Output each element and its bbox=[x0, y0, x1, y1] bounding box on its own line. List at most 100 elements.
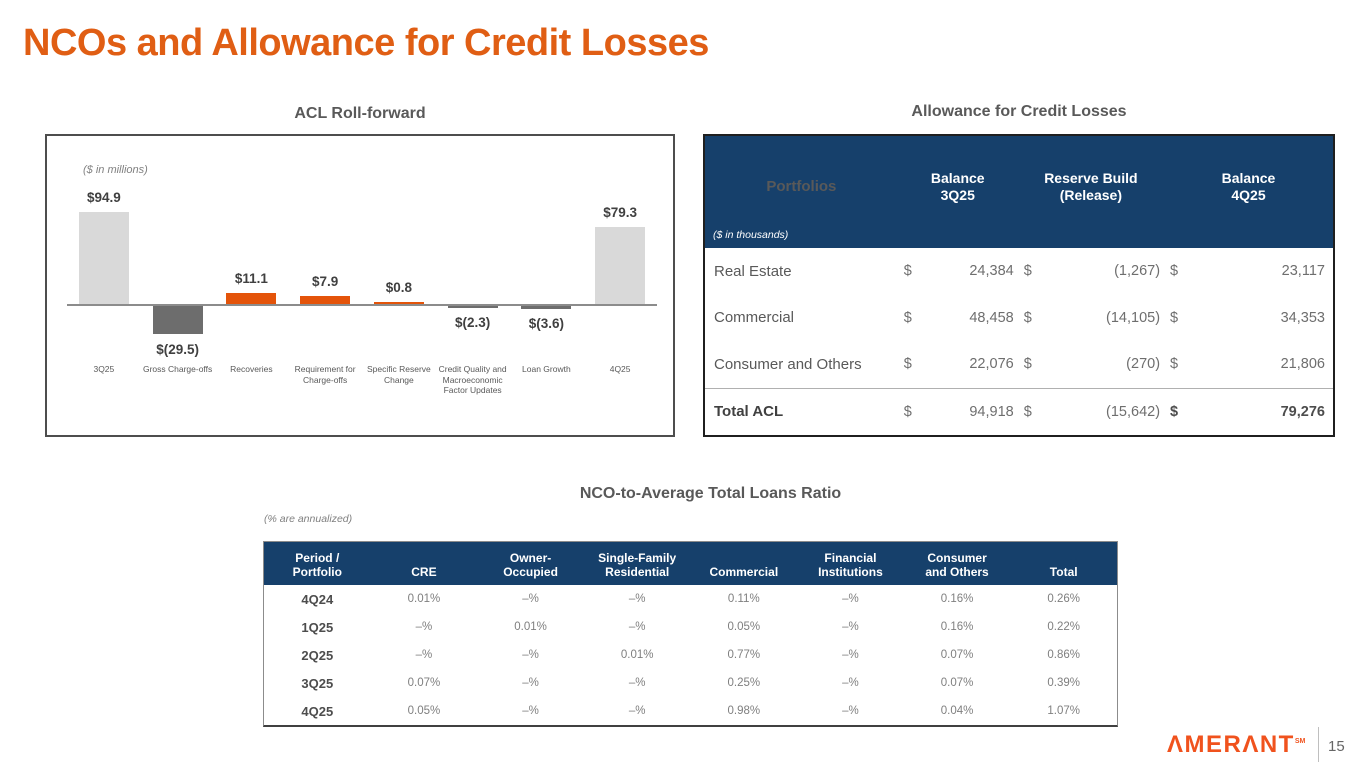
acl-cell-balance-3q25: $24,384 bbox=[898, 263, 1018, 279]
cell-value: 21,806 bbox=[1280, 356, 1325, 373]
currency-symbol: $ bbox=[1170, 356, 1179, 373]
bar-category-label: Credit Quality and Macroeconomic Factor … bbox=[438, 364, 507, 396]
acl-cell-balance-4q25: $34,353 bbox=[1164, 310, 1333, 326]
currency-symbol: $ bbox=[1023, 356, 1032, 373]
acl-cell-reserve-build: $ (15,642) bbox=[1018, 404, 1164, 420]
currency-symbol: $ bbox=[1170, 263, 1179, 280]
cell-value: 24,384 bbox=[969, 263, 1014, 280]
bar-value-label: $0.8 bbox=[385, 280, 413, 295]
bar-category-label: Gross Charge-offs bbox=[142, 364, 213, 374]
nco-cell-value: –% bbox=[415, 649, 433, 661]
acl-row-label: Consumer and Others bbox=[714, 355, 862, 373]
nco-cell-value: –% bbox=[628, 621, 646, 633]
cell-value: 22,076 bbox=[969, 356, 1014, 373]
nco-cell-value: 0.26% bbox=[1047, 593, 1080, 605]
cell-value: (1,267) bbox=[1114, 263, 1161, 280]
cell-value: 34,353 bbox=[1280, 309, 1325, 326]
currency-symbol: $ bbox=[903, 403, 912, 420]
currency-symbol: $ bbox=[1023, 403, 1032, 420]
acl-col-reserve-build: Reserve Build (Release) bbox=[1044, 170, 1138, 203]
nco-table: Period / Portfolio CRE Owner- Occupied Sing… bbox=[263, 541, 1118, 727]
nco-cell-value: 0.07% bbox=[407, 677, 441, 689]
nco-table-row: 2Q25 –% –% 0.01% 0.77% –% 0.07% 0.86% bbox=[264, 641, 1117, 669]
page-number: 15 bbox=[1328, 738, 1345, 755]
nco-cell-value: 0.25% bbox=[727, 677, 761, 689]
nco-table-body: 4Q24 0.01% –% –% 0.11% –% 0.16% 0.26% 1Q25 –% 0.01… bbox=[264, 585, 1117, 725]
cell-value: 48,458 bbox=[969, 309, 1014, 326]
nco-cell-value: –% bbox=[522, 649, 539, 661]
nco-col-6: Consumer and Others bbox=[925, 551, 989, 580]
acl-col-balance-3q25: Balance 3Q25 bbox=[930, 170, 985, 203]
acl-cell-balance-4q25: $23,117 bbox=[1164, 263, 1333, 279]
nco-col-0: Period / Portfolio bbox=[292, 551, 342, 580]
cell-value: (15,642) bbox=[1106, 403, 1161, 420]
currency-symbol: $ bbox=[1170, 403, 1179, 420]
waterfall-bar-specific-reserve-change bbox=[373, 302, 424, 304]
bar-value-label: $(3.6) bbox=[528, 316, 565, 332]
acl-col-balance-4q25: Balance 4Q25 bbox=[1221, 170, 1276, 203]
acl-rollforward-chart-title: ACL Roll-forward bbox=[294, 105, 426, 122]
acl-cell-reserve-build: $ (270) bbox=[1018, 356, 1164, 372]
bar-category-label: 3Q25 bbox=[93, 364, 115, 374]
acl-units-note: ($ in thousands) bbox=[713, 229, 789, 241]
page-title: NCOs and Allowance for Credit Losses bbox=[23, 22, 709, 64]
nco-cell-value: 0.01% bbox=[407, 593, 441, 605]
nco-cell-value: 0.01% bbox=[514, 621, 547, 633]
nco-cell-value: 0.39% bbox=[1047, 677, 1080, 689]
waterfall-bar-4q25 bbox=[595, 227, 646, 304]
waterfall-bar-credit-quality-and-macroeconomic-factor-updates bbox=[447, 305, 498, 308]
currency-symbol: $ bbox=[1170, 309, 1179, 326]
amerant-logo: ΛMERΛNTSM bbox=[1167, 731, 1305, 759]
waterfall-bar-gross-charge-offs bbox=[152, 305, 203, 335]
nco-col-1: CRE bbox=[411, 565, 437, 580]
nco-col-3: Single-Family Residential bbox=[598, 551, 677, 580]
cell-value: (270) bbox=[1126, 356, 1161, 373]
nco-cell-value: 0.04% bbox=[940, 705, 974, 717]
nco-col-7: Total bbox=[1049, 565, 1078, 580]
nco-cell-value: –% bbox=[628, 705, 646, 717]
bar-value-label: $79.3 bbox=[603, 205, 638, 221]
acl-col-portfolios: Portfolios bbox=[766, 178, 837, 195]
nco-cell-value: 0.05% bbox=[727, 621, 761, 633]
nco-table-row: 3Q25 0.07% –% –% 0.25% –% 0.07% 0.39% bbox=[264, 669, 1117, 697]
bar-value-label: $(2.3) bbox=[454, 315, 491, 331]
nco-cell-value: –% bbox=[628, 677, 646, 689]
nco-cell-value: 0.05% bbox=[407, 705, 441, 717]
nco-cell-value: 0.11% bbox=[727, 593, 760, 605]
acl-table: Portfolios Balance 3Q25 Reserve Build (R… bbox=[703, 134, 1335, 437]
bar-category-label: Requirement for Charge-offs bbox=[294, 364, 356, 385]
nco-cell-value: –% bbox=[842, 649, 859, 661]
chart-units-note: ($ in millions) bbox=[83, 164, 148, 176]
amerant-logo-trademark: SM bbox=[1294, 738, 1306, 745]
nco-cell-value: –% bbox=[842, 705, 859, 717]
nco-cell-value: 0.07% bbox=[940, 649, 974, 661]
nco-annualized-note: (% are annualized) bbox=[264, 513, 353, 525]
nco-cell-value: –% bbox=[842, 677, 859, 689]
currency-symbol: $ bbox=[1023, 309, 1032, 326]
acl-table-title: Allowance for Credit Losses bbox=[911, 103, 1127, 120]
cell-value: 23,117 bbox=[1281, 263, 1325, 280]
nco-period-label: 3Q25 bbox=[301, 675, 334, 691]
bar-value-label: $7.9 bbox=[311, 274, 339, 290]
acl-cell-balance-3q25: $48,458 bbox=[898, 310, 1018, 326]
bar-value-label: $(29.5) bbox=[156, 341, 200, 357]
nco-cell-value: –% bbox=[415, 621, 433, 633]
acl-table-row: Total ACL $94,918 $ (15,642) $79,276 bbox=[705, 387, 1333, 436]
acl-cell-balance-3q25: $94,918 bbox=[898, 404, 1018, 420]
waterfall-bar-recoveries bbox=[226, 293, 277, 304]
nco-cell-value: 0.16% bbox=[940, 621, 974, 633]
nco-cell-value: –% bbox=[842, 621, 859, 633]
nco-cell-value: –% bbox=[522, 677, 539, 689]
bar-category-label: Specific Reserve Change bbox=[366, 364, 431, 385]
acl-table-row: Real Estate $24,384 $ (1,267) $23,117 bbox=[705, 248, 1333, 295]
waterfall-bar-requirement-for-charge-offs bbox=[300, 296, 351, 304]
acl-row-label: Real Estate bbox=[714, 262, 792, 280]
nco-table-row: 1Q25 –% 0.01% –% 0.05% –% 0.16% 0.22% bbox=[264, 613, 1117, 641]
acl-table-header: Portfolios Balance 3Q25 Reserve Build (R… bbox=[705, 136, 1333, 248]
bar-category-label: Recoveries bbox=[230, 364, 273, 374]
acl-row-label: Total ACL bbox=[714, 403, 784, 421]
nco-cell-value: 0.98% bbox=[727, 705, 761, 717]
bar-category-label: Loan Growth bbox=[522, 364, 571, 374]
bar-category-label: 4Q25 bbox=[609, 364, 631, 374]
acl-row-label: Commercial bbox=[714, 309, 795, 327]
